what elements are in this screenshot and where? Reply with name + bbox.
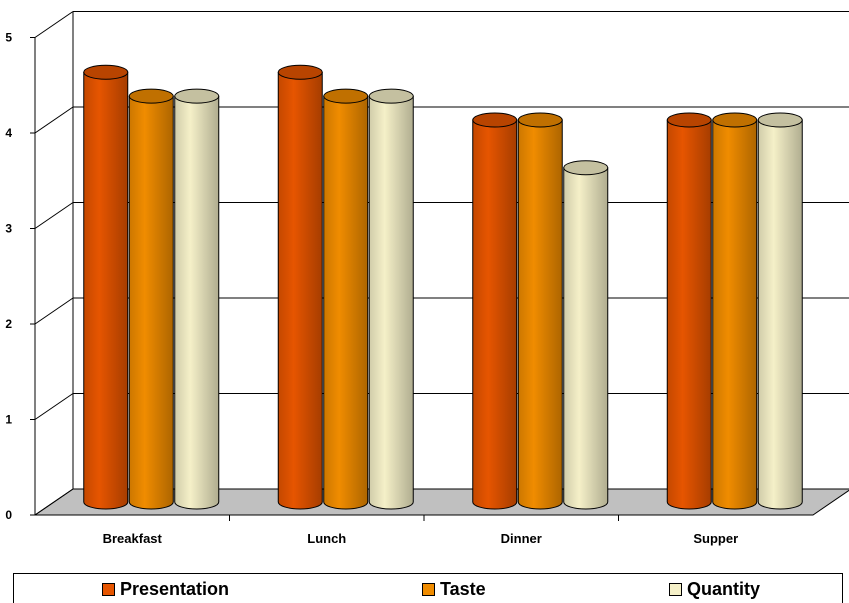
- bar-body: [277, 71, 323, 510]
- bar: [563, 160, 609, 510]
- bar: [472, 112, 518, 510]
- y-axis-tick-labels: 0 1 2 3 4 5: [5, 31, 35, 522]
- bar-top: [277, 64, 323, 80]
- legend-swatch-presentation: [102, 583, 115, 596]
- bar-top: [472, 112, 518, 128]
- bar-body: [174, 95, 220, 510]
- bar-top: [757, 112, 803, 128]
- bar: [517, 112, 563, 510]
- bar-body: [128, 95, 174, 510]
- chart-legend: Presentation Taste Quantity: [13, 573, 843, 603]
- bar-body: [83, 71, 129, 510]
- bar: [666, 112, 712, 510]
- legend-item-taste: Taste: [422, 579, 486, 600]
- bar: [323, 88, 369, 510]
- bar-top: [368, 88, 414, 104]
- y-tick-label: 3: [5, 222, 12, 236]
- side-wall-gridline: [34, 297, 74, 325]
- bar: [128, 88, 174, 510]
- y-tick-label: 1: [5, 413, 12, 427]
- legend-label-presentation: Presentation: [120, 579, 230, 599]
- bar: [277, 64, 323, 510]
- x-category-label: Lunch: [307, 531, 346, 546]
- bar: [712, 112, 758, 510]
- x-category-label: Supper: [693, 531, 738, 546]
- bar-body: [472, 119, 518, 510]
- bar-chart: 0 1 2 3 4 5 Breakfast Lunch Dinner Supper: [5, 11, 849, 546]
- y-tick-label: 0: [5, 508, 12, 522]
- bar-body: [517, 119, 563, 510]
- bar-top: [174, 88, 220, 104]
- x-category-label: Dinner: [501, 531, 542, 546]
- y-tick-label: 4: [5, 126, 12, 140]
- y-tick-label: 2: [5, 317, 12, 331]
- bar-body: [757, 119, 803, 510]
- bar-top: [666, 112, 712, 128]
- bar-top: [712, 112, 758, 128]
- side-wall-gridline: [34, 202, 74, 229]
- legend-label-taste: Taste: [440, 579, 486, 599]
- bar-top: [128, 88, 174, 104]
- side-wall-gridline: [34, 106, 74, 134]
- legend-swatch-quantity: [669, 583, 682, 596]
- side-wall-gridline: [34, 11, 74, 38]
- legend-item-presentation: Presentation: [102, 579, 229, 600]
- side-wall-gridline: [34, 393, 74, 420]
- bar-body: [712, 119, 758, 510]
- bar: [368, 88, 414, 510]
- x-axis-category-labels: Breakfast Lunch Dinner Supper: [103, 515, 738, 546]
- x-category-label: Breakfast: [103, 531, 163, 546]
- legend-item-quantity: Quantity: [669, 579, 760, 600]
- bar-top: [563, 160, 609, 176]
- legend-label-quantity: Quantity: [687, 579, 761, 599]
- bar-top: [517, 112, 563, 128]
- bar: [83, 64, 129, 510]
- y-tick-label: 5: [5, 31, 12, 45]
- bar-body: [323, 95, 369, 510]
- bar-top: [323, 88, 369, 104]
- bar: [174, 88, 220, 510]
- bar-body: [563, 167, 609, 510]
- bar-top: [83, 64, 129, 80]
- bar: [757, 112, 803, 510]
- bar-body: [368, 95, 414, 510]
- side-wall-gridline: [34, 488, 74, 516]
- bar-body: [666, 119, 712, 510]
- legend-swatch-taste: [422, 583, 435, 596]
- bar-series: [83, 64, 803, 510]
